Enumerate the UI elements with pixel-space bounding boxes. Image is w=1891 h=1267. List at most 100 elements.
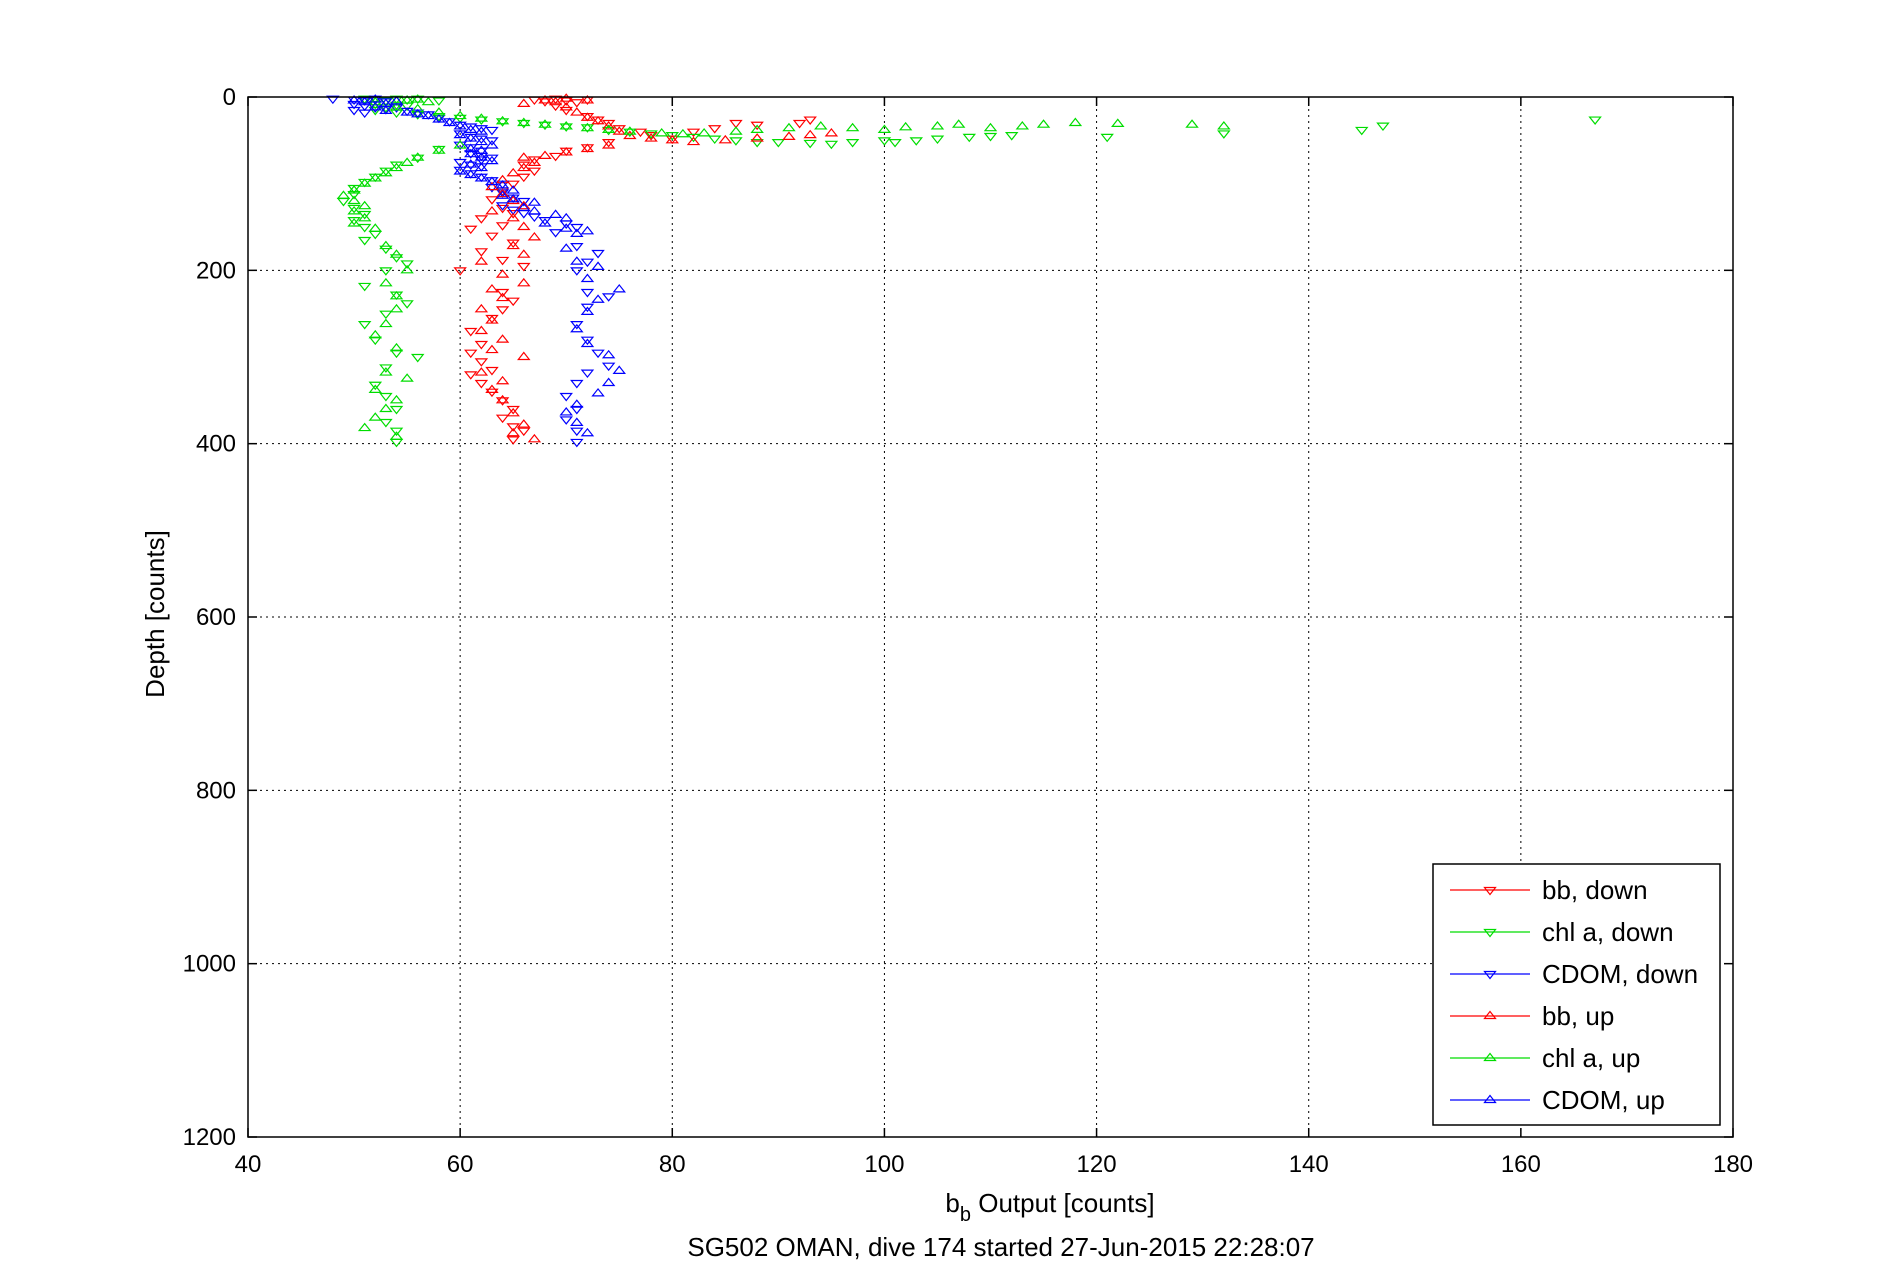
data-point <box>357 96 372 106</box>
data-point <box>559 123 573 132</box>
data-point <box>464 159 478 168</box>
data-point <box>495 190 510 199</box>
data-point <box>612 283 626 293</box>
data-point <box>506 297 520 307</box>
data-point <box>538 150 552 160</box>
data-point <box>506 212 520 222</box>
data-point <box>368 381 383 391</box>
data-point <box>792 119 807 129</box>
data-point <box>580 369 595 379</box>
data-point <box>580 112 595 121</box>
data-point <box>474 358 489 367</box>
data-point <box>495 204 510 214</box>
data-point <box>347 195 361 205</box>
data-point <box>495 118 510 127</box>
data-point <box>379 418 393 428</box>
data-point <box>570 242 584 252</box>
data-point <box>400 300 414 309</box>
x-axis-label-subscript: b <box>960 1204 971 1226</box>
x-tick-label: 60 <box>447 1151 474 1178</box>
data-point <box>548 96 563 106</box>
data-point <box>464 327 478 337</box>
data-point <box>570 256 584 265</box>
data-point <box>591 116 605 125</box>
data-point <box>548 209 563 218</box>
data-point <box>389 101 404 111</box>
data-point <box>442 117 457 127</box>
data-point <box>570 323 584 333</box>
data-point <box>379 277 393 287</box>
data-point <box>389 303 404 313</box>
data-point <box>517 262 531 272</box>
data-point <box>909 137 923 146</box>
data-point <box>559 121 573 130</box>
data-point <box>336 190 351 199</box>
data-point <box>495 306 510 315</box>
data-point <box>580 144 595 153</box>
data-point <box>697 127 711 137</box>
data-point <box>368 173 383 183</box>
legend-item: CDOM, up <box>1450 1085 1665 1115</box>
data-point <box>612 125 626 134</box>
series-5 <box>347 94 626 437</box>
x-tick-label: 80 <box>659 1151 686 1178</box>
data-point <box>601 377 616 387</box>
data-point <box>474 116 489 125</box>
y-tick-label: 1200 <box>183 1124 236 1151</box>
data-point <box>495 222 510 231</box>
legend-marker <box>1483 928 1497 938</box>
data-point <box>570 405 584 415</box>
data-point <box>474 152 489 161</box>
data-point <box>495 394 510 404</box>
data-point <box>389 249 404 258</box>
data-point <box>877 137 892 146</box>
data-point <box>495 288 510 298</box>
data-point <box>347 216 361 226</box>
data-point <box>389 405 404 415</box>
data-point <box>548 152 563 162</box>
data-series <box>326 93 1602 448</box>
data-point <box>410 154 425 164</box>
data-point <box>527 433 542 443</box>
data-point <box>485 315 499 324</box>
legend-items: bb, down chl a, down CDOM, down bb, up chl a… <box>1450 875 1698 1115</box>
data-point <box>559 147 573 156</box>
data-point <box>591 115 605 125</box>
data-point <box>570 417 584 426</box>
legend-item: bb, down <box>1450 875 1648 905</box>
data-point <box>485 205 499 215</box>
data-point <box>951 119 966 128</box>
data-point <box>368 384 383 394</box>
data-point <box>474 325 489 335</box>
data-point <box>750 124 764 134</box>
data-point <box>357 200 372 210</box>
data-point <box>580 336 595 346</box>
data-point <box>517 117 531 127</box>
data-point <box>824 140 839 150</box>
figure-caption: SG502 OMAN, dive 174 started 27-Jun-2015… <box>687 1232 1314 1262</box>
data-point <box>485 366 499 376</box>
data-point <box>718 134 733 144</box>
legend-item: chl a, up <box>1450 1043 1640 1073</box>
data-point <box>1111 118 1125 127</box>
data-point <box>506 423 520 432</box>
data-point <box>517 202 531 212</box>
data-point <box>517 200 531 210</box>
data-point <box>559 101 573 111</box>
data-point <box>485 384 499 394</box>
data-point <box>368 96 383 106</box>
data-point <box>559 223 573 232</box>
data-point <box>845 138 860 148</box>
data-point <box>538 95 552 104</box>
data-point <box>495 202 510 211</box>
x-axis-label-rest: Output [counts] <box>971 1188 1155 1218</box>
data-point <box>570 379 584 389</box>
data-point <box>527 197 542 206</box>
legend-marker <box>1483 1010 1497 1020</box>
data-point <box>400 264 414 274</box>
y-tick-label: 1000 <box>183 951 236 978</box>
data-point <box>930 121 945 130</box>
data-point <box>379 267 393 276</box>
data-point <box>580 427 595 437</box>
y-axis-label: Depth [counts] <box>140 530 170 698</box>
